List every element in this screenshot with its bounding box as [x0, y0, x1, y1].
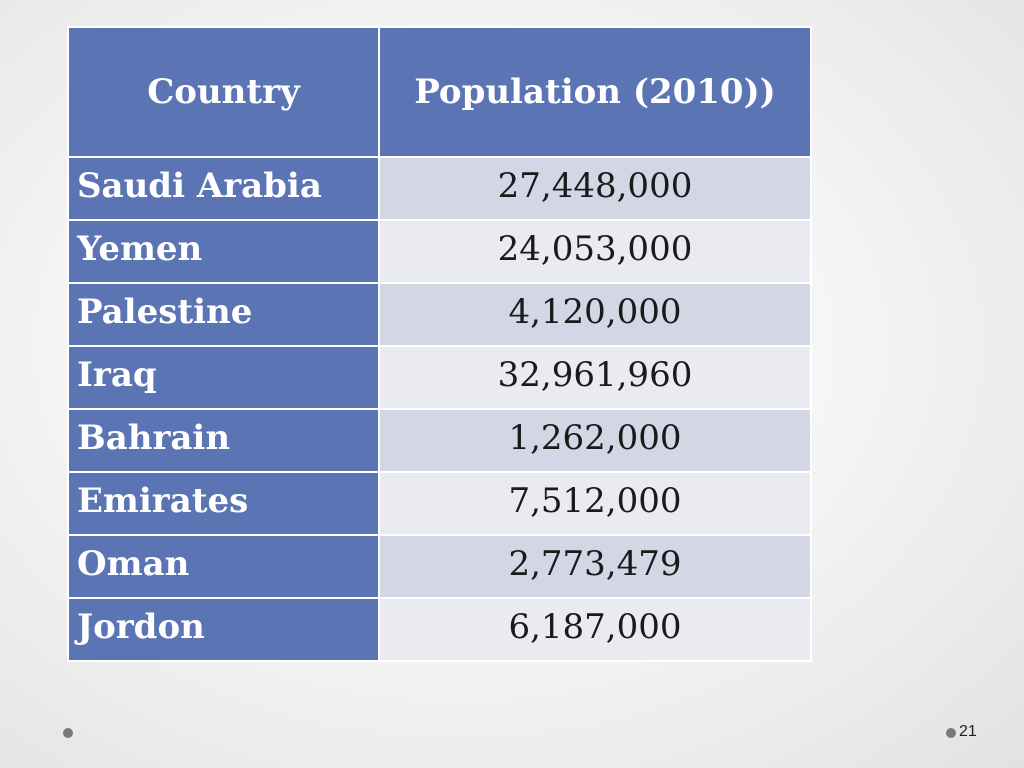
table-row: Yemen 24,053,000 [67, 219, 812, 284]
right-bullet-dot [946, 728, 956, 738]
population-table: Country Population (2010)) Saudi Arabia … [67, 26, 812, 662]
country-cell: Emirates [67, 471, 380, 536]
population-cell: 27,448,000 [378, 156, 812, 221]
population-cell: 6,187,000 [378, 597, 812, 662]
country-cell: Saudi Arabia [67, 156, 380, 221]
table-row: Bahrain 1,262,000 [67, 408, 812, 473]
table-row: Iraq 32,961,960 [67, 345, 812, 410]
left-bullet-dot [63, 728, 73, 738]
population-cell: 7,512,000 [378, 471, 812, 536]
country-cell: Palestine [67, 282, 380, 347]
table-header-row: Country Population (2010)) [67, 26, 812, 158]
population-cell: 32,961,960 [378, 345, 812, 410]
table-row: Oman 2,773,479 [67, 534, 812, 599]
population-cell: 1,262,000 [378, 408, 812, 473]
table-row: Saudi Arabia 27,448,000 [67, 156, 812, 221]
header-population: Population (2010)) [378, 26, 812, 158]
country-cell: Bahrain [67, 408, 380, 473]
population-cell: 2,773,479 [378, 534, 812, 599]
country-cell: Iraq [67, 345, 380, 410]
country-cell: Yemen [67, 219, 380, 284]
population-cell: 4,120,000 [378, 282, 812, 347]
table-row: Jordon 6,187,000 [67, 597, 812, 662]
table-row: Palestine 4,120,000 [67, 282, 812, 347]
country-cell: Jordon [67, 597, 380, 662]
table-row: Emirates 7,512,000 [67, 471, 812, 536]
header-country: Country [67, 26, 380, 158]
country-cell: Oman [67, 534, 380, 599]
population-cell: 24,053,000 [378, 219, 812, 284]
page-number: 21 [959, 723, 977, 740]
